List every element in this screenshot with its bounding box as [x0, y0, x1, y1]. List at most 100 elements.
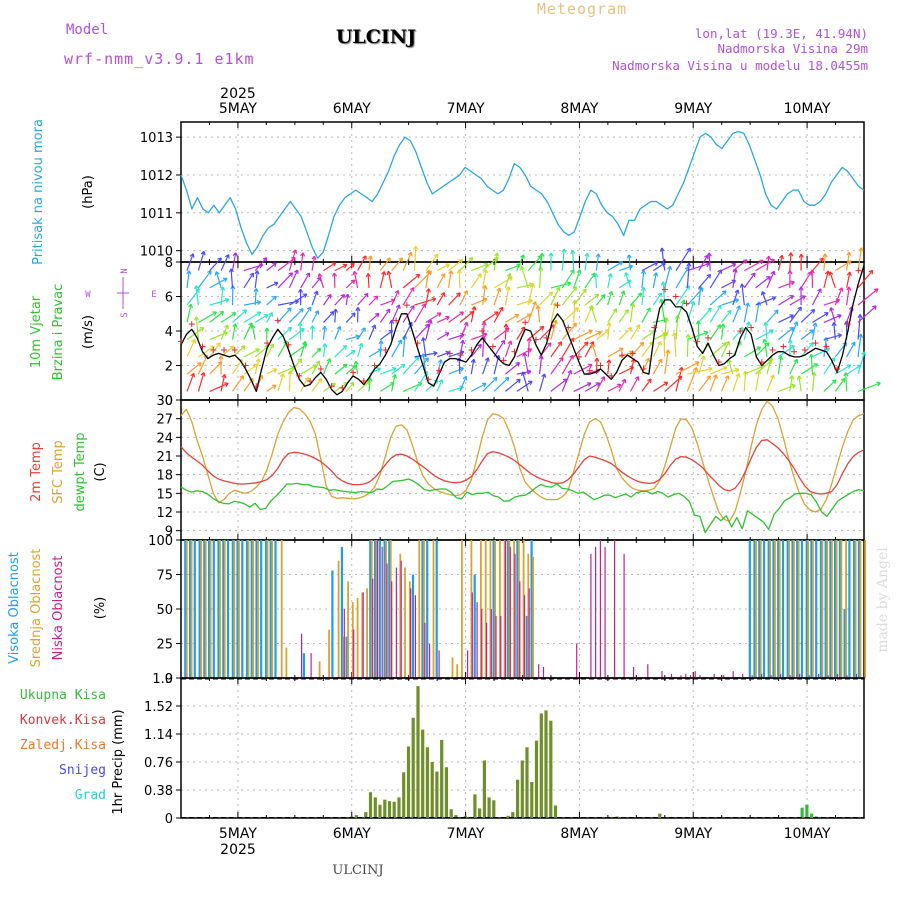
- wind-arrow: [727, 359, 734, 375]
- wind-arrow: [527, 283, 534, 306]
- wind-arrow-head: [391, 373, 396, 378]
- wind-arrow: [288, 370, 291, 392]
- wind-arrow-head: [657, 341, 662, 345]
- low-cloud-bar: [595, 546, 597, 678]
- wind-arrow: [334, 326, 341, 340]
- y-tick-label: 25: [156, 638, 173, 653]
- wind-arrow-head: [315, 360, 320, 364]
- precip-bar: [525, 747, 529, 818]
- wind-arrow-head: [846, 286, 850, 291]
- wind-arrow: [539, 252, 543, 271]
- wind-arrow-head: [500, 339, 505, 343]
- wind-arrow: [721, 310, 732, 323]
- wind-arrow-head: [273, 281, 278, 284]
- wind-arrow: [353, 271, 359, 289]
- precip-bar: [364, 812, 368, 818]
- wind-arrow: [300, 341, 307, 358]
- wind-arrow: [829, 271, 836, 289]
- wind-arrow: [698, 254, 709, 271]
- wind-arrow: [288, 269, 299, 289]
- low-cloud-bar: [614, 540, 616, 678]
- wind-arrow: [504, 286, 510, 306]
- low-cloud-bar: [509, 546, 511, 678]
- wind-arrow-head: [809, 329, 814, 332]
- wind-arrow: [391, 290, 399, 306]
- wind-arrow-head: [621, 378, 626, 382]
- wind-arrow: [505, 313, 519, 323]
- wind-arrow: [277, 326, 293, 341]
- low-cloud-bar: [827, 675, 829, 678]
- wind-arrow: [197, 251, 205, 271]
- wind-arrow-head: [483, 269, 487, 273]
- wind-arrow-head: [843, 372, 847, 377]
- wind-arrow: [732, 327, 744, 340]
- wind-arrow: [368, 324, 376, 340]
- wind-arrow: [266, 312, 273, 323]
- wind-arrow-head: [530, 283, 534, 287]
- wind-arrow-head: [763, 321, 767, 327]
- wind-arrow: [789, 306, 802, 323]
- wind-arrow-head: [716, 324, 721, 328]
- wind-arrow: [471, 382, 487, 392]
- wind-arrow-head: [216, 342, 221, 345]
- wind-arrow-head: [378, 340, 382, 345]
- mid-cloud-bar: [835, 540, 838, 678]
- wind-arrow-head: [287, 370, 291, 375]
- wind-arrow-head: [477, 343, 482, 347]
- wind-arrow-head: [224, 324, 229, 328]
- wind-arrow: [550, 282, 571, 289]
- high-cloud-bar: [791, 540, 794, 678]
- wind-arrow-head: [539, 252, 543, 257]
- wind-arrow-head: [343, 363, 348, 366]
- low-cloud-bar: [789, 675, 791, 678]
- wind-arrow: [288, 308, 304, 323]
- wind-arrow: [368, 295, 379, 306]
- wind-arrow: [379, 271, 385, 289]
- wind-arrow: [197, 372, 205, 392]
- wind-arrow: [402, 335, 406, 357]
- wind-arrow: [833, 322, 836, 340]
- wind-arrow: [561, 286, 577, 306]
- wind-arrow: [231, 252, 237, 271]
- mid-cloud-bar: [204, 540, 207, 678]
- wind-arrow-head: [791, 383, 796, 386]
- precip-bar: [383, 799, 387, 818]
- high-cloud-bar: [208, 540, 211, 678]
- wind-arrow-head: [249, 272, 254, 276]
- wind-arrow: [846, 251, 850, 271]
- mid-cloud-bar: [778, 540, 781, 678]
- wind-arrow-head: [438, 379, 443, 383]
- wind-arrow: [539, 291, 553, 306]
- wind-arrow-head: [661, 332, 665, 337]
- low-cloud-bar: [362, 592, 364, 678]
- wind-arrow-head: [557, 341, 562, 344]
- y-tick-label: 12: [156, 506, 173, 521]
- precip-bar: [397, 797, 401, 818]
- wind-arrow-head: [817, 288, 822, 292]
- low-cloud-bar: [310, 653, 312, 678]
- wind-arrow: [254, 288, 257, 306]
- wind-arrow-head: [667, 265, 671, 270]
- low-cloud-bar: [647, 664, 649, 678]
- footer-station: ULCINJ: [332, 863, 383, 878]
- wind-arrow-head: [793, 358, 798, 363]
- wind-arrow-head: [594, 293, 599, 296]
- wind-arrow: [766, 255, 770, 271]
- wind-arrow: [436, 316, 450, 323]
- wind-arrow: [607, 273, 612, 289]
- wind-arrow: [482, 257, 499, 272]
- high-cloud-bar: [374, 540, 377, 678]
- low-cloud-bar: [438, 650, 440, 678]
- precip-bar: [449, 809, 453, 818]
- mid-cloud-bar: [247, 540, 250, 678]
- wind-arrow-head: [398, 257, 403, 260]
- wind-arrow: [743, 302, 749, 323]
- wind-arrow: [584, 382, 600, 392]
- precip-bar: [553, 805, 558, 818]
- mid-cloud-bar: [527, 553, 530, 678]
- wind-arrow-head: [389, 319, 393, 324]
- wind-arrow-head: [778, 355, 782, 360]
- wind-arrow: [459, 290, 468, 306]
- wind-arrow-head: [550, 252, 554, 257]
- wind-arrow-head: [239, 375, 244, 378]
